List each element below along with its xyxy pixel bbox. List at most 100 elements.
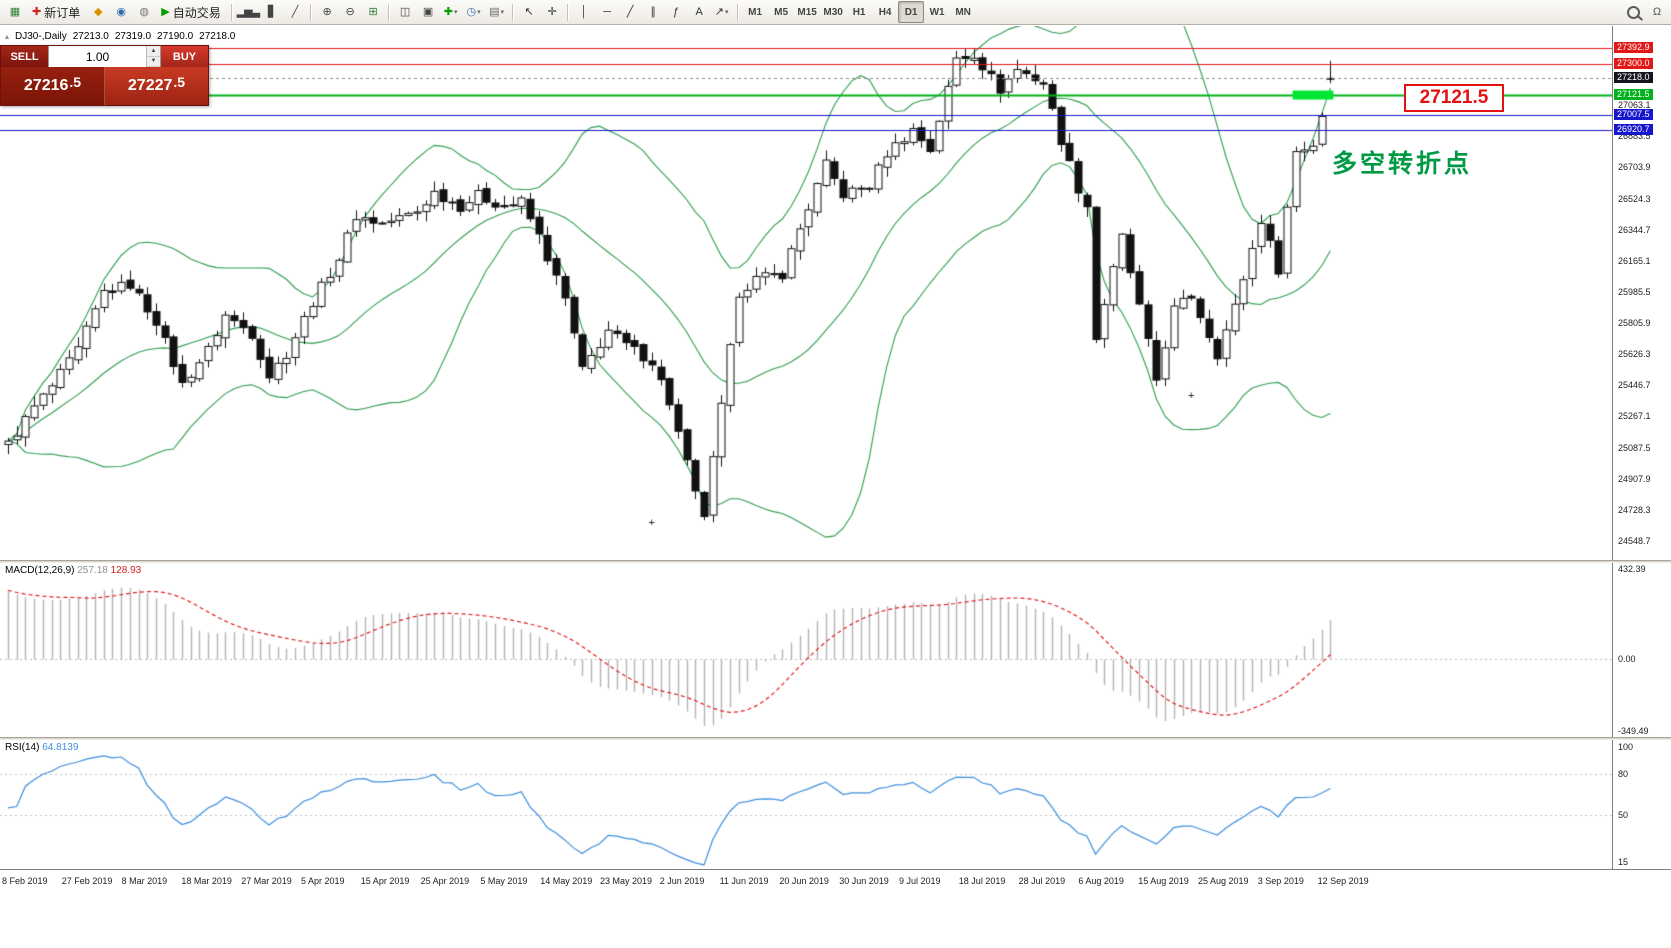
panel-splitter-rsi[interactable] xyxy=(0,737,1671,740)
date-axis-label: 25 Apr 2019 xyxy=(420,876,470,886)
price-axis-label: 25626.3 xyxy=(1618,349,1651,360)
cursor-button[interactable]: ↖ xyxy=(517,1,540,23)
price-axis-label: 25985.5 xyxy=(1618,286,1651,297)
cascade-windows-button[interactable]: ▣ xyxy=(416,1,439,23)
price-axis[interactable]: 27063.1 26883.5 26703.9 26524.3 26344.7 26165… xyxy=(1612,26,1671,560)
timeframe-d1-button[interactable]: D1 xyxy=(898,1,925,23)
text-label-icon: A xyxy=(695,5,702,18)
date-axis-label: 23 May 2019 xyxy=(600,876,653,886)
history-center-button[interactable]: ◆ xyxy=(86,1,109,23)
timeframe-m5-button[interactable]: M5 xyxy=(774,6,789,18)
arrange-windows-button[interactable]: ◫ xyxy=(393,1,416,23)
trendline-icon: ╱ xyxy=(626,5,634,18)
zoom-out-icon: ⊖ xyxy=(345,5,355,18)
cascade-windows-icon: ▣ xyxy=(422,5,433,18)
new-chart-button[interactable]: ▦ xyxy=(3,1,26,23)
support-chat-button[interactable]: Ω xyxy=(1645,1,1668,23)
price-tag-27300.0: 27300.0 xyxy=(1614,58,1653,70)
toolbar-separator xyxy=(388,3,390,21)
bar-chart-button[interactable]: ▂▅▃ xyxy=(236,1,260,23)
candlestick-chart-button[interactable]: ▋ xyxy=(260,1,283,23)
price-axis-label: 24548.7 xyxy=(1618,535,1651,546)
cursor-icon: ↖ xyxy=(524,5,534,18)
toolbar-separator xyxy=(567,3,569,21)
new-chart-icon: ▦ xyxy=(9,5,20,18)
date-axis-label: 14 May 2019 xyxy=(540,876,593,886)
text-label-button[interactable]: A xyxy=(687,1,710,23)
date-axis-label: 11 Jun 2019 xyxy=(719,876,769,886)
line-chart-button[interactable]: ╱ xyxy=(283,1,306,23)
macd-indicator-label: MACD(12,26,9) 257.18 128.93 xyxy=(5,565,141,576)
rsi-indicator-label: RSI(14) 64.8139 xyxy=(5,742,78,753)
timeframe-m1-button[interactable]: M1 xyxy=(748,6,763,18)
toolbar-separator xyxy=(737,3,739,21)
date-axis-label: 30 Jun 2019 xyxy=(839,876,889,886)
macd-indicator-canvas[interactable] xyxy=(0,563,1612,737)
timeframe-m15-button[interactable]: M15 xyxy=(797,6,817,18)
rsi-axis-label: 15 xyxy=(1618,857,1629,868)
time-axis[interactable]: 8 Feb 2019 27 Feb 2019 8 Mar 2019 18 Mar 20… xyxy=(0,869,1671,893)
global-news-icon: ◉ xyxy=(116,5,126,18)
vertical-line-button[interactable]: │ xyxy=(572,1,595,23)
rsi-indicator-canvas[interactable] xyxy=(0,740,1612,869)
date-axis-label: 2 Jun 2019 xyxy=(659,876,705,886)
spinner-down-icon[interactable]: ▼ xyxy=(147,56,160,67)
chart-info-line: ▴ DJ30-,Daily 27213.0 27319.0 27190.0 27… xyxy=(5,31,235,42)
toolbar-separator xyxy=(512,3,514,21)
trendline-button[interactable]: ╱ xyxy=(618,1,641,23)
rsi-axis-label: 80 xyxy=(1618,768,1629,779)
timeframe-mn-button[interactable]: MN xyxy=(955,6,971,18)
buy-price-main: 27227 xyxy=(127,77,173,94)
price-axis-label: 26524.3 xyxy=(1618,193,1651,204)
date-axis-label: 15 Aug 2019 xyxy=(1138,876,1189,886)
price-tag-27218.0: 27218.0 xyxy=(1614,72,1653,84)
market-watch-button[interactable]: ◍ xyxy=(132,1,155,23)
templates-button[interactable]: ▤ ▾ xyxy=(485,1,508,23)
buy-price-button[interactable]: 27227 .5 xyxy=(105,67,208,105)
zoom-in-icon: ⊕ xyxy=(322,5,332,18)
zoom-in-button[interactable]: ⊕ xyxy=(315,1,338,23)
timeframe-m30-button[interactable]: M30 xyxy=(823,6,843,18)
macd-signal-value: 128.93 xyxy=(110,565,142,576)
price-tag-27121.5: 27121.5 xyxy=(1614,89,1653,101)
price-axis-label: 26165.1 xyxy=(1618,255,1651,266)
rsi-name: RSI(14) xyxy=(5,742,40,753)
autotrading-button[interactable]: ▶ 自动交易 xyxy=(155,1,226,23)
tile-windows-icon: ⊞ xyxy=(368,5,378,18)
new-order-button[interactable]: ✚ 新订单 xyxy=(26,1,86,23)
date-axis-label: 6 Aug 2019 xyxy=(1078,876,1124,886)
zoom-out-button[interactable]: ⊖ xyxy=(338,1,361,23)
vertical-line-icon: │ xyxy=(580,5,588,18)
periods-button[interactable]: ◷ ▾ xyxy=(462,1,485,23)
line-chart-icon: ╱ xyxy=(291,5,299,18)
global-news-button[interactable]: ◉ xyxy=(109,1,132,23)
price-chart-canvas[interactable] xyxy=(0,26,1612,560)
history-center-icon: ◆ xyxy=(94,5,103,18)
tile-windows-button[interactable]: ⊞ xyxy=(361,1,384,23)
crosshair-button[interactable]: ✛ xyxy=(540,1,563,23)
ohlc-open-value: 27213.0 xyxy=(72,31,109,42)
spinner-up-icon[interactable]: ▲ xyxy=(147,46,160,57)
timeframe-h1-button[interactable]: H1 xyxy=(852,6,866,18)
equidistant-channel-button[interactable]: ∥ xyxy=(641,1,664,23)
panel-splitter-macd[interactable] xyxy=(0,560,1671,563)
rsi-axis[interactable]: 100 80 50 15 xyxy=(1612,740,1671,869)
macd-axis[interactable]: 432.39 0.00 -349.49 xyxy=(1612,563,1671,737)
timeframe-h4-button[interactable]: H4 xyxy=(878,6,892,18)
sell-button[interactable]: SELL xyxy=(1,46,48,67)
fibonacci-button[interactable]: ƒ xyxy=(664,1,687,23)
ohlc-high-value: 27319.0 xyxy=(114,31,152,42)
date-axis-label: 8 Feb 2019 xyxy=(2,876,48,886)
buy-button[interactable]: BUY xyxy=(161,46,208,67)
timeframe-w1-button[interactable]: W1 xyxy=(929,6,945,18)
search-button[interactable] xyxy=(1622,1,1645,23)
add-indicator-button[interactable]: ✚ ▾ xyxy=(439,1,462,23)
arrows-icon: ↗ xyxy=(714,5,724,18)
price-axis-label: 25267.1 xyxy=(1618,411,1651,422)
arrows-button[interactable]: ↗ ▾ xyxy=(710,1,733,23)
rsi-axis-label: 50 xyxy=(1618,809,1629,820)
collapse-subwindow-icon[interactable]: ▴ xyxy=(5,32,10,41)
volume-input[interactable]: 1.00 ▲ ▼ xyxy=(48,46,161,67)
sell-price-button[interactable]: 27216 .5 xyxy=(1,67,105,105)
horizontal-line-button[interactable]: ─ xyxy=(595,1,618,23)
